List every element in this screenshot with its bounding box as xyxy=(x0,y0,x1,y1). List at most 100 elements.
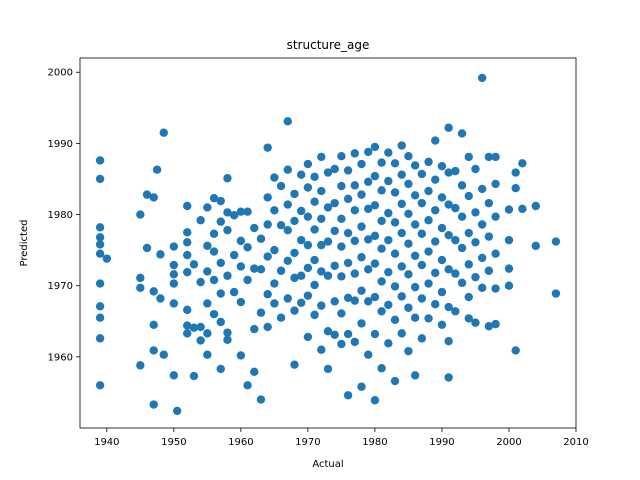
data-point xyxy=(183,329,192,338)
data-point xyxy=(404,239,413,248)
data-point xyxy=(404,270,413,279)
data-point xyxy=(357,253,366,262)
data-point xyxy=(484,152,494,162)
chart-title: structure_age xyxy=(287,38,370,52)
data-point xyxy=(431,136,440,145)
data-point xyxy=(323,327,333,336)
data-point xyxy=(183,238,192,247)
data-point xyxy=(397,329,406,338)
data-point xyxy=(216,317,225,327)
data-point xyxy=(444,302,453,312)
data-point xyxy=(196,322,205,332)
x-tick-label: 1980 xyxy=(362,437,387,448)
data-point xyxy=(276,221,286,230)
data-point xyxy=(343,329,353,339)
data-point xyxy=(216,364,225,374)
data-point xyxy=(437,320,447,330)
data-point xyxy=(404,151,413,161)
data-point xyxy=(263,322,272,332)
data-point xyxy=(203,241,212,251)
x-tick-label: 1960 xyxy=(228,437,253,448)
data-point xyxy=(390,376,400,386)
data-point xyxy=(417,198,427,208)
data-point xyxy=(310,255,319,265)
data-point xyxy=(343,391,353,400)
data-point xyxy=(437,223,447,233)
data-point xyxy=(330,330,339,339)
data-point xyxy=(464,228,473,238)
data-point xyxy=(270,299,279,308)
data-point xyxy=(317,214,326,224)
data-point xyxy=(136,273,145,283)
data-point xyxy=(437,161,447,171)
data-point xyxy=(303,332,313,342)
data-point xyxy=(317,186,326,196)
x-axis-label: Actual xyxy=(312,459,343,470)
data-point xyxy=(256,308,266,317)
data-point xyxy=(95,302,105,311)
data-point xyxy=(431,237,440,246)
data-point xyxy=(136,361,145,370)
data-point xyxy=(511,184,520,193)
data-point xyxy=(424,157,433,167)
data-point xyxy=(404,303,413,312)
data-point xyxy=(172,406,182,416)
data-point xyxy=(95,334,105,343)
data-point xyxy=(357,319,366,328)
data-point xyxy=(229,211,239,220)
data-point xyxy=(491,284,500,293)
data-point xyxy=(183,228,192,237)
data-point xyxy=(290,306,299,315)
data-point xyxy=(209,229,219,238)
data-point xyxy=(149,400,158,409)
data-point xyxy=(303,291,313,300)
data-point xyxy=(296,271,306,280)
data-point xyxy=(203,203,212,212)
data-point xyxy=(337,339,346,349)
data-point xyxy=(457,243,467,253)
data-point xyxy=(183,201,192,211)
data-point xyxy=(250,367,259,376)
data-point xyxy=(404,346,413,356)
data-point xyxy=(491,152,500,162)
data-point xyxy=(424,247,433,256)
data-point xyxy=(209,247,219,256)
data-point xyxy=(364,204,373,214)
data-point xyxy=(142,190,152,199)
data-point xyxy=(330,297,339,306)
data-point xyxy=(357,222,366,231)
data-point xyxy=(223,328,232,337)
data-point xyxy=(511,346,520,355)
data-point xyxy=(337,181,346,191)
data-points xyxy=(95,73,561,416)
data-point xyxy=(350,206,360,215)
data-point xyxy=(209,275,219,285)
y-tick-label: 2000 xyxy=(48,68,73,79)
data-point xyxy=(290,216,299,226)
data-point xyxy=(95,249,105,258)
data-point xyxy=(229,250,239,260)
data-point xyxy=(216,196,225,206)
data-point xyxy=(504,205,514,214)
data-point xyxy=(236,207,246,216)
data-point xyxy=(149,320,158,330)
data-point xyxy=(203,329,212,338)
data-point xyxy=(159,350,168,359)
y-tick-label: 1960 xyxy=(48,352,73,363)
data-point xyxy=(343,258,353,268)
data-point xyxy=(364,177,373,187)
data-point xyxy=(370,171,380,181)
data-point xyxy=(384,339,393,348)
data-point xyxy=(330,226,339,236)
data-point xyxy=(216,217,225,226)
data-point xyxy=(504,235,514,245)
data-point xyxy=(236,297,246,307)
data-point xyxy=(471,238,480,247)
data-point xyxy=(424,279,433,288)
data-point xyxy=(417,334,427,343)
data-point xyxy=(437,287,447,297)
data-point xyxy=(149,287,158,296)
data-point xyxy=(223,208,232,217)
data-point xyxy=(236,236,246,246)
